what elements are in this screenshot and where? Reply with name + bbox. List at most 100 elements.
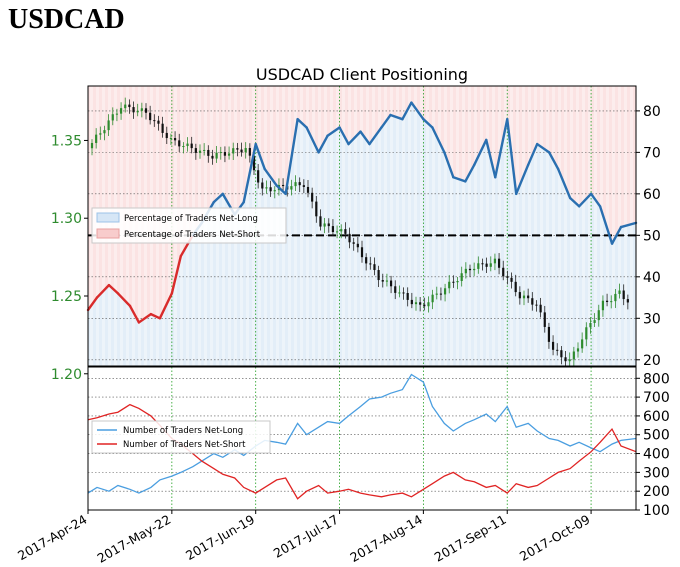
- right-axis-tick-label: 60: [643, 187, 661, 203]
- price-candle: [294, 182, 297, 187]
- price-candle: [360, 247, 364, 258]
- date-axis-tick-label: 2017-Jun-19: [183, 512, 257, 563]
- price-candle: [311, 192, 314, 202]
- price-candle: [340, 229, 343, 232]
- net-long-percentage-segment: [149, 312, 162, 320]
- net-long-percentage-segment: [506, 117, 518, 196]
- price-candle: [377, 270, 380, 281]
- price-candle: [348, 233, 351, 243]
- price-candle: [626, 299, 629, 303]
- net-long-percentage-segment: [422, 117, 434, 129]
- price-candle: [568, 359, 571, 362]
- net-long-percentage-segment: [305, 126, 320, 154]
- count-axis-tick-label: 300: [643, 465, 670, 481]
- net-long-percentage-segment: [431, 126, 446, 154]
- count-axis-tick-label: 400: [643, 447, 670, 463]
- price-candle: [543, 312, 546, 327]
- net-long-percentage-segment: [619, 221, 638, 229]
- net-long-percentage-segment: [107, 283, 120, 295]
- net-long-percentage-segment: [137, 312, 153, 324]
- price-candle: [306, 186, 310, 193]
- price-candle: [535, 304, 538, 306]
- price-candle: [153, 120, 156, 122]
- net-long-percentage-segment: [401, 101, 413, 121]
- left-axis-tick-label: 1.35: [51, 133, 82, 149]
- price-candle: [194, 148, 197, 153]
- price-candle: [477, 263, 480, 269]
- net-long-percentage-segment: [589, 192, 602, 208]
- price-candle: [315, 201, 318, 217]
- price-candle: [198, 150, 202, 153]
- net-long-percentage-segment: [170, 254, 183, 295]
- right-axis-tick-label: 80: [643, 104, 661, 120]
- price-candle: [497, 258, 501, 268]
- net-long-percentage-segment: [263, 167, 278, 187]
- price-candle: [248, 148, 251, 156]
- price-candle: [423, 304, 426, 307]
- price-candle: [485, 263, 488, 267]
- price-candle: [103, 130, 106, 134]
- price-candle: [281, 184, 285, 187]
- net-long-percentage-segment: [242, 142, 257, 204]
- price-candle: [203, 149, 206, 151]
- price-candle: [522, 295, 526, 299]
- price-candle: [435, 293, 438, 295]
- price-candle: [389, 280, 393, 287]
- net-long-percentage-segment: [485, 138, 497, 179]
- price-candle: [481, 263, 484, 265]
- price-candle: [244, 148, 247, 153]
- positioning-legend-box: [91, 207, 287, 244]
- price-candle: [223, 152, 227, 156]
- net-long-percentage-segment: [556, 167, 572, 200]
- price-candle: [585, 327, 588, 340]
- price-candle: [240, 149, 243, 153]
- price-candle: [211, 155, 214, 159]
- net-long-percentage-segment: [338, 126, 350, 146]
- price-candle: [169, 138, 173, 140]
- net-long-percentage-segment: [284, 117, 299, 196]
- price-candle: [119, 108, 123, 114]
- price-candle: [398, 292, 401, 294]
- price-candle: [576, 348, 580, 352]
- price-candle: [356, 243, 359, 248]
- positioning-legend: Percentage of Traders Net-Long Percentag…: [91, 207, 287, 244]
- count-axis-tick-label: 200: [643, 484, 670, 500]
- net-long-percentage-segment: [547, 151, 560, 171]
- price-candle: [610, 301, 613, 303]
- price-candle: [140, 108, 143, 111]
- price-candle: [111, 114, 114, 121]
- price-candle: [618, 290, 621, 294]
- net-long-legend-label: Percentage of Traders Net-Long: [124, 214, 258, 224]
- price-candle: [493, 258, 497, 264]
- price-candle: [456, 281, 459, 283]
- price-candle: [385, 280, 389, 282]
- left-axis-tick-label: 1.20: [51, 367, 82, 383]
- net-long-percentage-line: [86, 101, 638, 324]
- date-axis-tick-label: 2017-May-22: [95, 512, 174, 566]
- count-axis-tick-label: 500: [643, 428, 670, 444]
- price-candle: [290, 186, 293, 190]
- net-long-percentage-segment: [598, 205, 614, 245]
- price-candle: [439, 293, 443, 295]
- price-candle: [323, 223, 326, 227]
- right-axis-tick-label: 50: [643, 228, 661, 244]
- price-candle: [539, 304, 542, 313]
- price-candle: [551, 341, 555, 350]
- date-axis-tick-label: 2017-Sep-11: [432, 512, 509, 565]
- net-long-percentage-segment: [568, 196, 581, 208]
- price-candle: [261, 182, 264, 189]
- net-long-percentage-segment: [296, 117, 308, 129]
- net-long-percentage-segment: [494, 117, 509, 179]
- price-candle: [460, 273, 463, 282]
- price-candle: [527, 295, 530, 299]
- left-axis-tick-label: 1.30: [51, 211, 82, 227]
- net-long-percentage-segment: [359, 130, 371, 146]
- price-candle: [182, 146, 185, 148]
- price-candle: [464, 268, 467, 274]
- price-candle: [219, 152, 222, 154]
- price-candle: [252, 155, 256, 171]
- price-candle: [431, 294, 434, 303]
- price-candle: [207, 149, 210, 156]
- price-candle: [381, 280, 384, 282]
- count-short-legend-label: Number of Traders Net-Short: [123, 440, 246, 450]
